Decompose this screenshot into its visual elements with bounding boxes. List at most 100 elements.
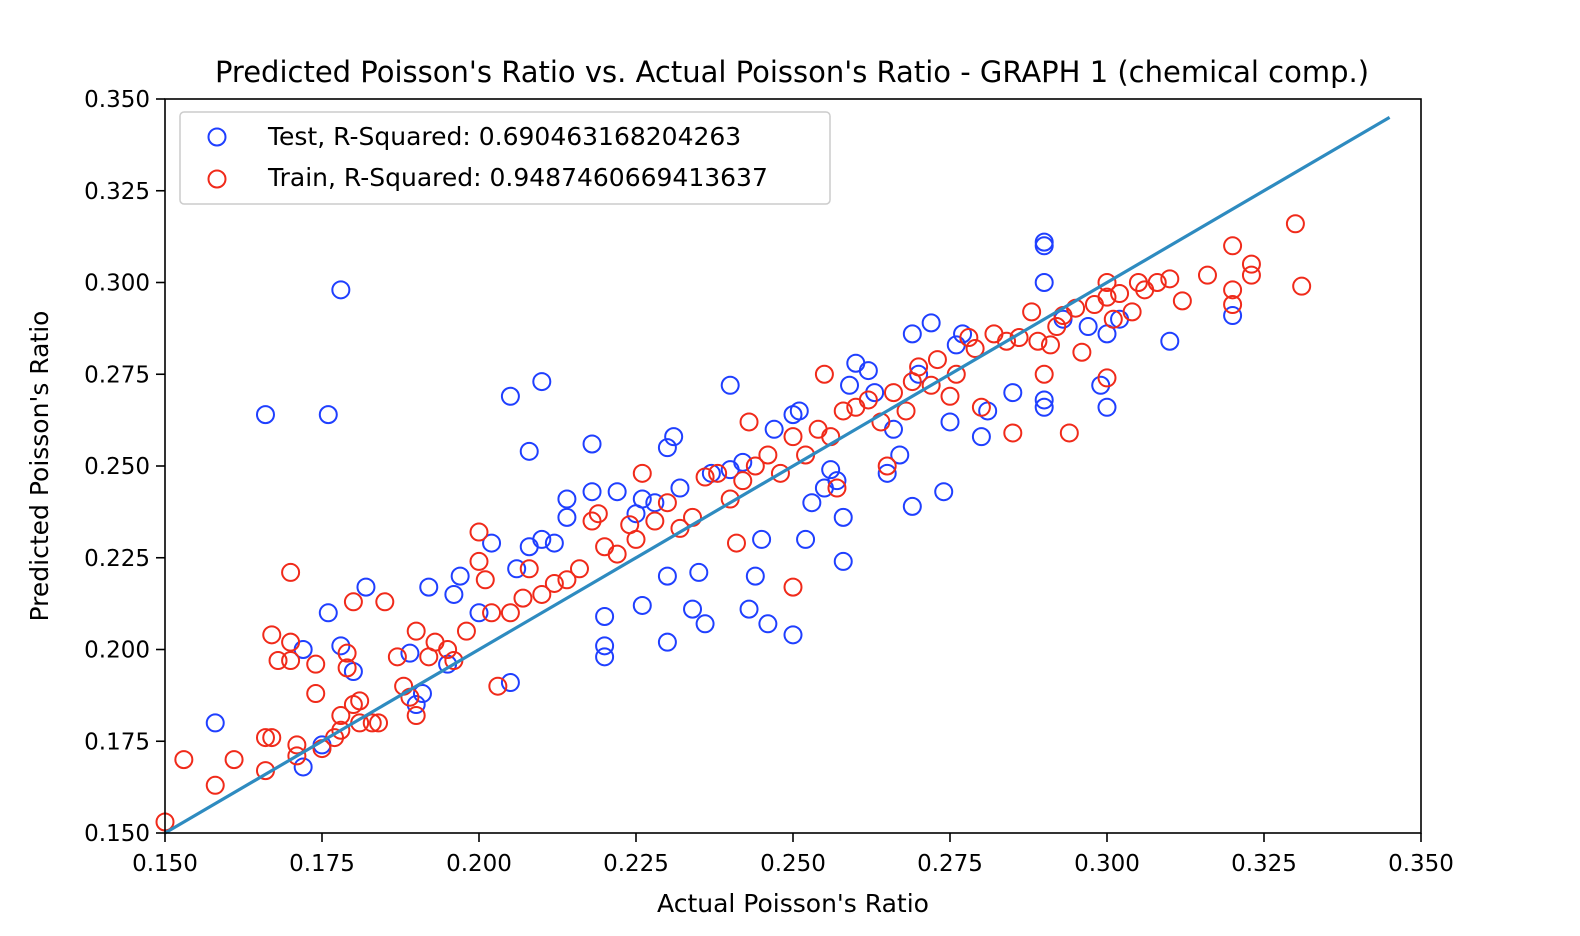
points-layer xyxy=(155,214,1312,832)
data-point-train xyxy=(337,643,357,663)
data-point-train xyxy=(607,544,627,564)
data-point-test xyxy=(890,445,910,465)
data-point-train xyxy=(337,658,357,678)
x-tick-label: 0.325 xyxy=(1231,851,1297,877)
data-point-train xyxy=(783,427,803,447)
data-point-test xyxy=(1034,390,1054,410)
data-point-train xyxy=(343,592,363,612)
data-point-test xyxy=(318,405,338,425)
data-point-test xyxy=(833,551,853,571)
data-point-train xyxy=(814,364,834,384)
data-point-train xyxy=(306,654,326,674)
data-point-test xyxy=(796,529,816,549)
data-point-train xyxy=(783,577,803,597)
data-point-test xyxy=(532,372,552,392)
y-tick-label: 0.275 xyxy=(84,362,150,388)
data-point-test xyxy=(450,566,470,586)
data-point-train xyxy=(255,728,275,748)
x-tick-label: 0.150 xyxy=(132,851,198,877)
data-point-train xyxy=(1292,276,1312,296)
data-point-train xyxy=(1097,368,1117,388)
data-point-train xyxy=(733,471,753,491)
data-point-test xyxy=(595,636,615,656)
legend: Test, R-Squared: 0.690463168204263 Train… xyxy=(179,111,831,205)
data-point-test xyxy=(1034,232,1054,252)
data-point-test xyxy=(1003,383,1023,403)
data-point-test xyxy=(902,324,922,344)
x-tick-label: 0.300 xyxy=(1074,851,1140,877)
x-tick-label: 0.350 xyxy=(1388,851,1454,877)
data-point-test xyxy=(821,460,841,480)
data-point-test xyxy=(1160,331,1180,351)
data-point-test xyxy=(557,489,577,509)
data-point-test xyxy=(689,562,709,582)
data-point-train xyxy=(406,621,426,641)
data-point-train xyxy=(469,551,489,571)
data-point-train xyxy=(739,412,759,432)
data-point-test xyxy=(557,507,577,527)
data-point-train xyxy=(632,463,652,483)
data-point-test xyxy=(657,566,677,586)
data-point-test xyxy=(544,533,564,553)
y-tick-label: 0.200 xyxy=(84,638,150,664)
data-point-train xyxy=(375,592,395,612)
data-point-test xyxy=(657,438,677,458)
data-point-train xyxy=(1097,287,1117,307)
data-point-train xyxy=(331,720,351,740)
data-point-train xyxy=(406,706,426,726)
data-point-train xyxy=(927,350,947,370)
data-point-train xyxy=(708,463,728,483)
data-point-test xyxy=(802,493,822,513)
data-point-train xyxy=(287,746,307,766)
data-point-train xyxy=(1197,265,1217,285)
data-point-train xyxy=(369,713,389,733)
y-tick-label: 0.300 xyxy=(84,271,150,297)
data-point-test xyxy=(205,713,225,733)
y-axis-ticks: 0.150 0.175 0.200 0.225 0.250 0.275 0.300 0.325… xyxy=(84,87,165,847)
y-tick-label: 0.250 xyxy=(84,454,150,480)
data-point-train xyxy=(482,603,502,623)
data-point-train xyxy=(488,676,508,696)
x-tick-label: 0.225 xyxy=(603,851,669,877)
y-tick-label: 0.325 xyxy=(84,179,150,205)
data-point-test xyxy=(419,577,439,597)
data-point-test xyxy=(1223,306,1243,326)
data-point-train xyxy=(877,456,897,476)
data-point-train xyxy=(1103,309,1123,329)
data-point-train xyxy=(745,456,765,476)
data-point-train xyxy=(557,570,577,590)
x-tick-label: 0.275 xyxy=(917,851,983,877)
data-point-train xyxy=(959,328,979,348)
data-point-train xyxy=(387,647,407,667)
data-point-train xyxy=(532,584,552,604)
data-point-test xyxy=(695,614,715,634)
data-point-test xyxy=(739,599,759,619)
data-point-train xyxy=(205,775,225,795)
data-point-test xyxy=(733,452,753,472)
data-point-test xyxy=(444,584,464,604)
data-point-test xyxy=(789,401,809,421)
data-point-train xyxy=(758,445,778,465)
data-point-train xyxy=(883,383,903,403)
data-point-train xyxy=(331,706,351,726)
data-point-test xyxy=(356,577,376,597)
data-point-train xyxy=(1110,284,1130,304)
data-point-train xyxy=(770,463,790,483)
y-tick-label: 0.175 xyxy=(84,729,150,755)
data-point-train xyxy=(827,478,847,498)
data-point-test xyxy=(1034,273,1054,292)
data-point-test xyxy=(745,566,765,586)
y-tick-label: 0.150 xyxy=(84,821,150,847)
data-point-train xyxy=(971,397,991,417)
data-point-train xyxy=(1160,269,1180,289)
x-tick-label: 0.175 xyxy=(289,851,355,877)
data-point-train xyxy=(268,651,288,671)
data-point-train xyxy=(626,529,646,549)
data-point-test xyxy=(833,507,853,527)
x-axis-label: Actual Poisson's Ratio xyxy=(657,889,929,918)
data-point-test xyxy=(632,595,652,615)
data-point-train xyxy=(281,562,301,582)
data-point-train xyxy=(350,691,370,711)
data-point-test xyxy=(400,643,420,663)
data-point-test xyxy=(1034,397,1054,417)
